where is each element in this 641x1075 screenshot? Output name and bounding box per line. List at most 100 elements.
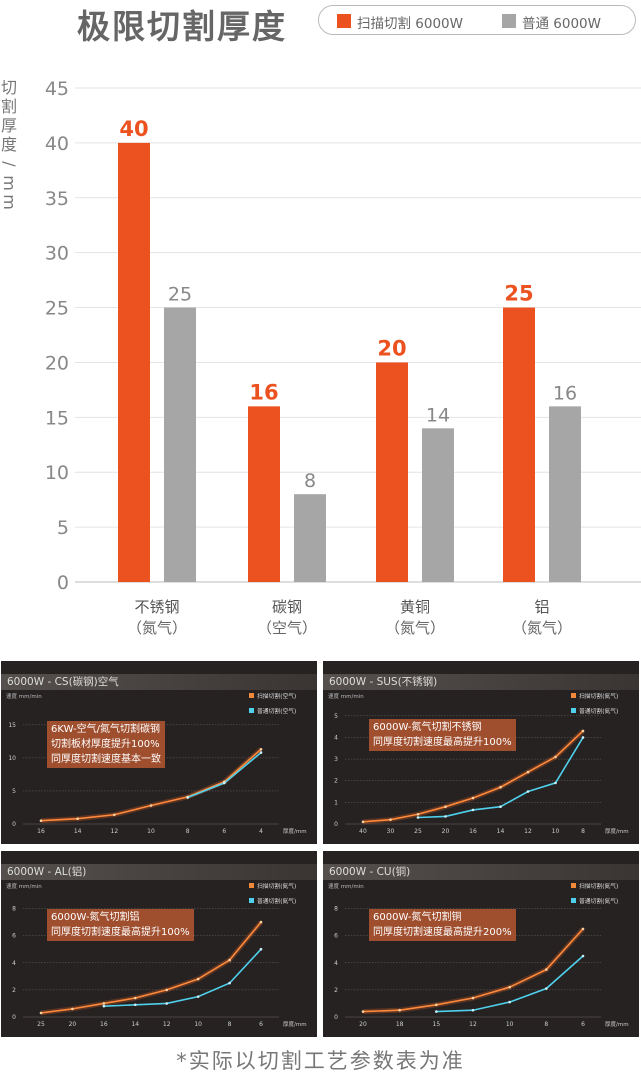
point-normal — [554, 781, 557, 785]
chart-title: 极限切割厚度 — [77, 7, 287, 46]
panel-title-bar: 6000W - CU(铜) — [323, 864, 639, 880]
series-scan-line — [40, 921, 262, 1014]
main-bar-chart: 0 5 10 15 20 25 30 35 40 45 切割厚度 / mm 40 25 不锈钢 （氮气） 16 8 碳… — [0, 78, 641, 637]
panel-title-bar: 6000W - AL(铝) — [1, 864, 317, 880]
panel-annotation-line: 6000W-氮气切割铝 — [51, 912, 140, 923]
point-scan — [471, 996, 475, 1000]
panel-x-tick: 8 — [186, 828, 190, 835]
point-scan — [545, 968, 548, 971]
panel-annotation: 6000W-氮气切割不锈钢 同厚度切割速度最高提升100% — [369, 719, 516, 751]
point-scan — [259, 747, 263, 751]
point-normal — [165, 1002, 169, 1005]
panel-legend-swatch-normal — [571, 708, 576, 713]
data-label-normal: 16 — [553, 382, 577, 404]
panel-x-tick: 8 — [228, 1021, 232, 1028]
point-scan — [102, 1002, 106, 1005]
panel-x-tick: 25 — [37, 1021, 45, 1028]
y-tick-label: 30 — [45, 243, 69, 265]
panel-x-tick: 12 — [163, 1021, 171, 1028]
point-normal — [526, 790, 530, 793]
panel-line-chart: 速度 mm/min 0 5 10 15 16 14 12 10 8 6 4 厚度/mm 扫描切割(空气) 普… — [6, 692, 307, 835]
panel-x-tick: 12 — [469, 1021, 477, 1028]
y-axis-label-char: / — [0, 161, 19, 167]
x-category-label: 不锈钢 — [134, 598, 179, 616]
panel-x-label: 厚度/mm — [605, 827, 629, 835]
point-normal — [508, 1000, 511, 1004]
panel-y-label: 速度 mm/min — [328, 692, 364, 700]
data-label-normal: 14 — [426, 404, 450, 426]
x-category-label: 碳钢 — [272, 598, 302, 616]
panel-legend-swatch-scan — [571, 693, 576, 698]
panel-y-tick: 6 — [334, 933, 338, 940]
panel-x-tick: 8 — [581, 828, 585, 835]
data-label-scan: 20 — [377, 336, 406, 360]
panel-y-tick: 5 — [12, 788, 16, 795]
panel-annotation-line: 同厚度切割速度最高提升200% — [373, 927, 512, 938]
panel-x-tick: 40 — [359, 828, 367, 835]
panel-x-tick: 6 — [581, 1021, 585, 1028]
bar-normal — [164, 307, 196, 582]
panel-x-tick: 20 — [69, 1021, 77, 1028]
panel-carbon-steel: 6000W - CS(碳钢)空气 速度 mm/min 0 5 10 15 16 14 12 10 8… — [1, 661, 317, 844]
point-scan — [508, 985, 511, 989]
point-normal — [102, 1004, 106, 1008]
panel-y-tick: 4 — [334, 734, 338, 741]
panel-legend-label-normal: 普通切割(氮气) — [257, 897, 296, 905]
data-label-scan: 25 — [504, 282, 533, 306]
point-scan — [389, 818, 392, 821]
panel-x-tick: 14 — [497, 828, 505, 835]
panel-x-tick: 16 — [37, 828, 45, 835]
panel-x-tick: 12 — [524, 828, 532, 835]
panel-x-tick: 16 — [469, 828, 477, 835]
y-tick-label: 0 — [57, 572, 69, 594]
legend-swatch-normal — [502, 14, 516, 28]
point-normal — [471, 1008, 475, 1012]
panel-x-tick: 14 — [131, 1021, 139, 1028]
legend-swatch-scan — [337, 14, 351, 28]
point-scan — [113, 813, 116, 817]
point-scan — [416, 812, 420, 816]
panel-legend-label-normal: 普通切割(氮气) — [579, 707, 618, 715]
point-scan — [361, 1010, 365, 1013]
legend-label-normal: 普通 6000W — [522, 16, 601, 32]
panel-title: 6000W - AL(铝) — [7, 866, 87, 878]
point-scan — [71, 1007, 74, 1011]
panel-legend-label-scan: 扫描切割(空气) — [257, 692, 296, 700]
panel-legend-swatch-scan — [571, 883, 576, 888]
point-scan — [435, 1003, 438, 1007]
x-category-gas: （氮气） — [385, 619, 445, 637]
x-category-label: 铝 — [534, 598, 549, 616]
panel-x-tick: 10 — [147, 828, 155, 835]
y-axis-label-char: 度 — [1, 135, 17, 154]
footnote: *实际以切割工艺参数表为准 — [176, 1049, 465, 1073]
panel-annotation: 6000W-氮气切割铝 同厚度切割速度最高提升100% — [47, 909, 194, 941]
point-normal — [228, 981, 231, 985]
panel-annotation: 6000W-氮气切割铜同厚度切割速度最高提升200% — [369, 909, 516, 941]
point-scan — [165, 988, 169, 992]
point-normal — [545, 987, 548, 990]
point-normal — [416, 816, 420, 819]
point-normal — [581, 954, 585, 958]
y-tick-label: 35 — [45, 188, 69, 210]
panel-annotation-line: 切割板材厚度提升100% — [51, 739, 160, 750]
x-category-gas: （氮气） — [127, 619, 187, 637]
point-scan — [581, 729, 585, 733]
panel-x-label: 厚度/mm — [605, 1020, 629, 1028]
point-scan — [526, 770, 530, 774]
point-scan — [39, 819, 43, 822]
point-scan — [398, 1008, 401, 1012]
point-scan — [228, 958, 231, 962]
panel-x-tick: 6 — [222, 828, 226, 835]
panel-annotation-line: 同厚度切割速度基本一致 — [51, 754, 161, 765]
panel-x-tick: 10 — [194, 1021, 202, 1028]
panel-annotation-line: 6000W-氮气切割铜 — [373, 912, 462, 923]
panel-line-chart: 速度 mm/min 0 2 4 6 8 20 18 15 12 10 8 6 厚度/mm 扫描切割(氮气) 普… — [328, 882, 629, 1028]
panel-copper: 6000W - CU(铜) 速度 mm/min 0 2 4 6 8 20 18 15 12 10 8 6 厚… — [323, 851, 639, 1037]
bar-normal — [422, 428, 454, 582]
panel-y-tick: 8 — [334, 906, 338, 913]
point-scan — [554, 755, 557, 759]
point-normal — [435, 1010, 438, 1013]
point-scan — [149, 804, 153, 807]
point-normal — [196, 995, 200, 998]
y-tick-label: 45 — [45, 78, 69, 100]
